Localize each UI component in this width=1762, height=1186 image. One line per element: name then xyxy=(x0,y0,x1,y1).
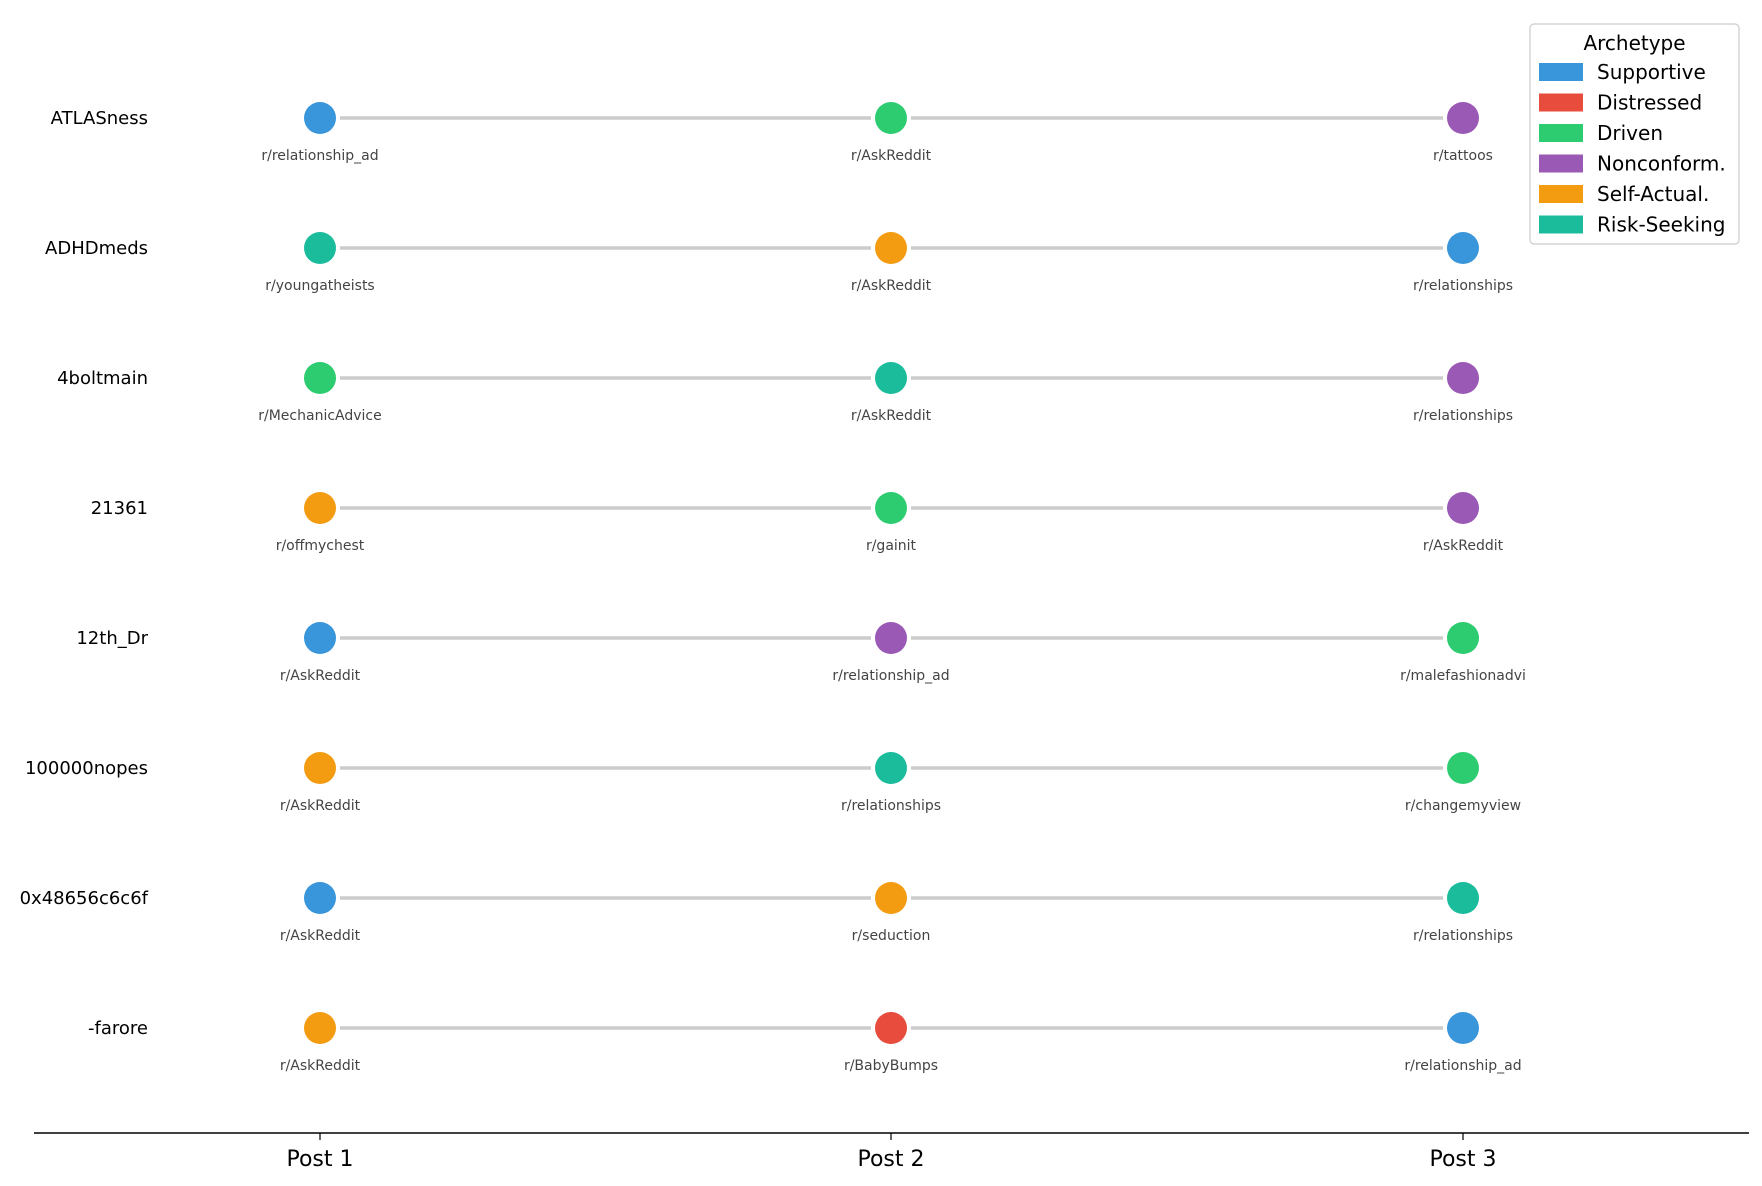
legend-label: Risk-Seeking xyxy=(1597,213,1726,237)
post-marker xyxy=(1447,102,1479,134)
user-label: 0x48656c6c6f xyxy=(20,888,149,909)
post-marker xyxy=(1447,622,1479,654)
subreddit-label: r/relationship_ad xyxy=(1404,1058,1521,1074)
user-label: ATLASness xyxy=(51,108,148,129)
legend-swatch xyxy=(1539,124,1583,142)
subreddit-label: r/relationships xyxy=(1413,408,1513,424)
legend: Archetype Supportive Distressed Driven Nonc… xyxy=(1529,23,1740,245)
subreddit-label: r/youngatheists xyxy=(265,278,374,294)
post-marker xyxy=(304,102,336,134)
subreddit-label: r/offmychest xyxy=(276,538,365,554)
post-marker xyxy=(1447,882,1479,914)
user-label: ADHDmeds xyxy=(45,238,148,259)
post-marker xyxy=(304,882,336,914)
user-row: 0x48656c6c6f r/AskReddit r/seduction r/rela… xyxy=(20,882,1513,944)
legend-swatch xyxy=(1539,154,1583,173)
post-marker xyxy=(875,102,907,134)
user-row: 4boltmain r/MechanicAdvice r/AskReddit r/re… xyxy=(57,362,1513,424)
post-marker xyxy=(304,1012,336,1044)
subreddit-label: r/AskReddit xyxy=(280,1058,361,1074)
subreddit-label: r/relationship_ad xyxy=(261,148,378,164)
user-label: 100000nopes xyxy=(25,758,148,779)
x-tick-label: Post 1 xyxy=(286,1147,353,1172)
post-marker xyxy=(1447,362,1479,394)
post-marker xyxy=(304,752,336,784)
user-row: 21361 r/offmychest r/gainit r/AskReddit xyxy=(91,492,1504,554)
subreddit-label: r/AskReddit xyxy=(280,798,361,814)
user-label: -farore xyxy=(88,1018,148,1039)
user-row: 12th_Dr r/AskReddit r/relationship_ad r/mal… xyxy=(76,622,1526,684)
user-label: 21361 xyxy=(91,498,148,519)
subreddit-label: r/AskReddit xyxy=(280,668,361,684)
post-marker xyxy=(1447,232,1479,264)
user-label: 4boltmain xyxy=(57,368,148,389)
user-label: 12th_Dr xyxy=(76,628,148,649)
user-row: -farore r/AskReddit r/BabyBumps r/relations… xyxy=(88,1012,1522,1074)
legend-swatch xyxy=(1539,93,1583,112)
legend-swatch xyxy=(1539,215,1583,234)
x-tick-label: Post 3 xyxy=(1429,1147,1496,1172)
post-marker xyxy=(1447,1012,1479,1044)
subreddit-label: r/AskReddit xyxy=(280,928,361,944)
post-marker xyxy=(304,622,336,654)
user-row: ADHDmeds r/youngatheists r/AskReddit r/rela… xyxy=(45,232,1513,294)
subreddit-label: r/gainit xyxy=(866,538,917,554)
subreddit-label: r/BabyBumps xyxy=(844,1058,938,1074)
post-marker xyxy=(875,232,907,264)
legend-label: Driven xyxy=(1597,121,1663,145)
post-marker xyxy=(1447,752,1479,784)
legend-title: Archetype xyxy=(1583,31,1685,55)
legend-swatch xyxy=(1539,63,1583,81)
subreddit-label: r/relationships xyxy=(1413,278,1513,294)
subreddit-label: r/relationship_ad xyxy=(832,668,949,684)
post-marker xyxy=(304,362,336,394)
legend-label: Nonconform. xyxy=(1597,152,1726,176)
post-marker xyxy=(304,492,336,524)
post-marker xyxy=(875,492,907,524)
legend-label: Self-Actual. xyxy=(1597,182,1709,206)
legend-label: Supportive xyxy=(1597,60,1706,84)
x-tick-label: Post 2 xyxy=(857,1147,924,1172)
legend-entries: Supportive Distressed Driven Nonconform. Sel… xyxy=(1539,60,1726,237)
user-row: ATLASness r/relationship_ad r/AskReddit r/t… xyxy=(51,102,1493,164)
post-marker xyxy=(875,1012,907,1044)
post-marker xyxy=(875,622,907,654)
subreddit-label: r/relationships xyxy=(1413,928,1513,944)
subreddit-label: r/AskReddit xyxy=(1423,538,1504,554)
post-marker xyxy=(1447,492,1479,524)
subreddit-label: r/tattoos xyxy=(1433,148,1493,164)
subreddit-label: r/seduction xyxy=(852,928,931,944)
subreddit-label: r/AskReddit xyxy=(851,278,932,294)
user-row: 100000nopes r/AskReddit r/relationships r/c… xyxy=(25,752,1521,814)
post-marker xyxy=(304,232,336,264)
rows-layer: ATLASness r/relationship_ad r/AskReddit r/t… xyxy=(20,102,1526,1074)
subreddit-label: r/malefashionadvi xyxy=(1400,668,1526,684)
x-ticks: Post 1 Post 2 Post 3 xyxy=(286,1133,1497,1172)
subreddit-label: r/changemyview xyxy=(1405,798,1521,814)
legend-swatch xyxy=(1539,185,1583,203)
subreddit-label: r/AskReddit xyxy=(851,148,932,164)
subreddit-label: r/AskReddit xyxy=(851,408,932,424)
legend-label: Distressed xyxy=(1597,91,1702,115)
post-marker xyxy=(875,882,907,914)
subreddit-label: r/relationships xyxy=(841,798,941,814)
post-marker xyxy=(875,752,907,784)
subreddit-label: r/MechanicAdvice xyxy=(258,408,381,424)
post-marker xyxy=(875,362,907,394)
